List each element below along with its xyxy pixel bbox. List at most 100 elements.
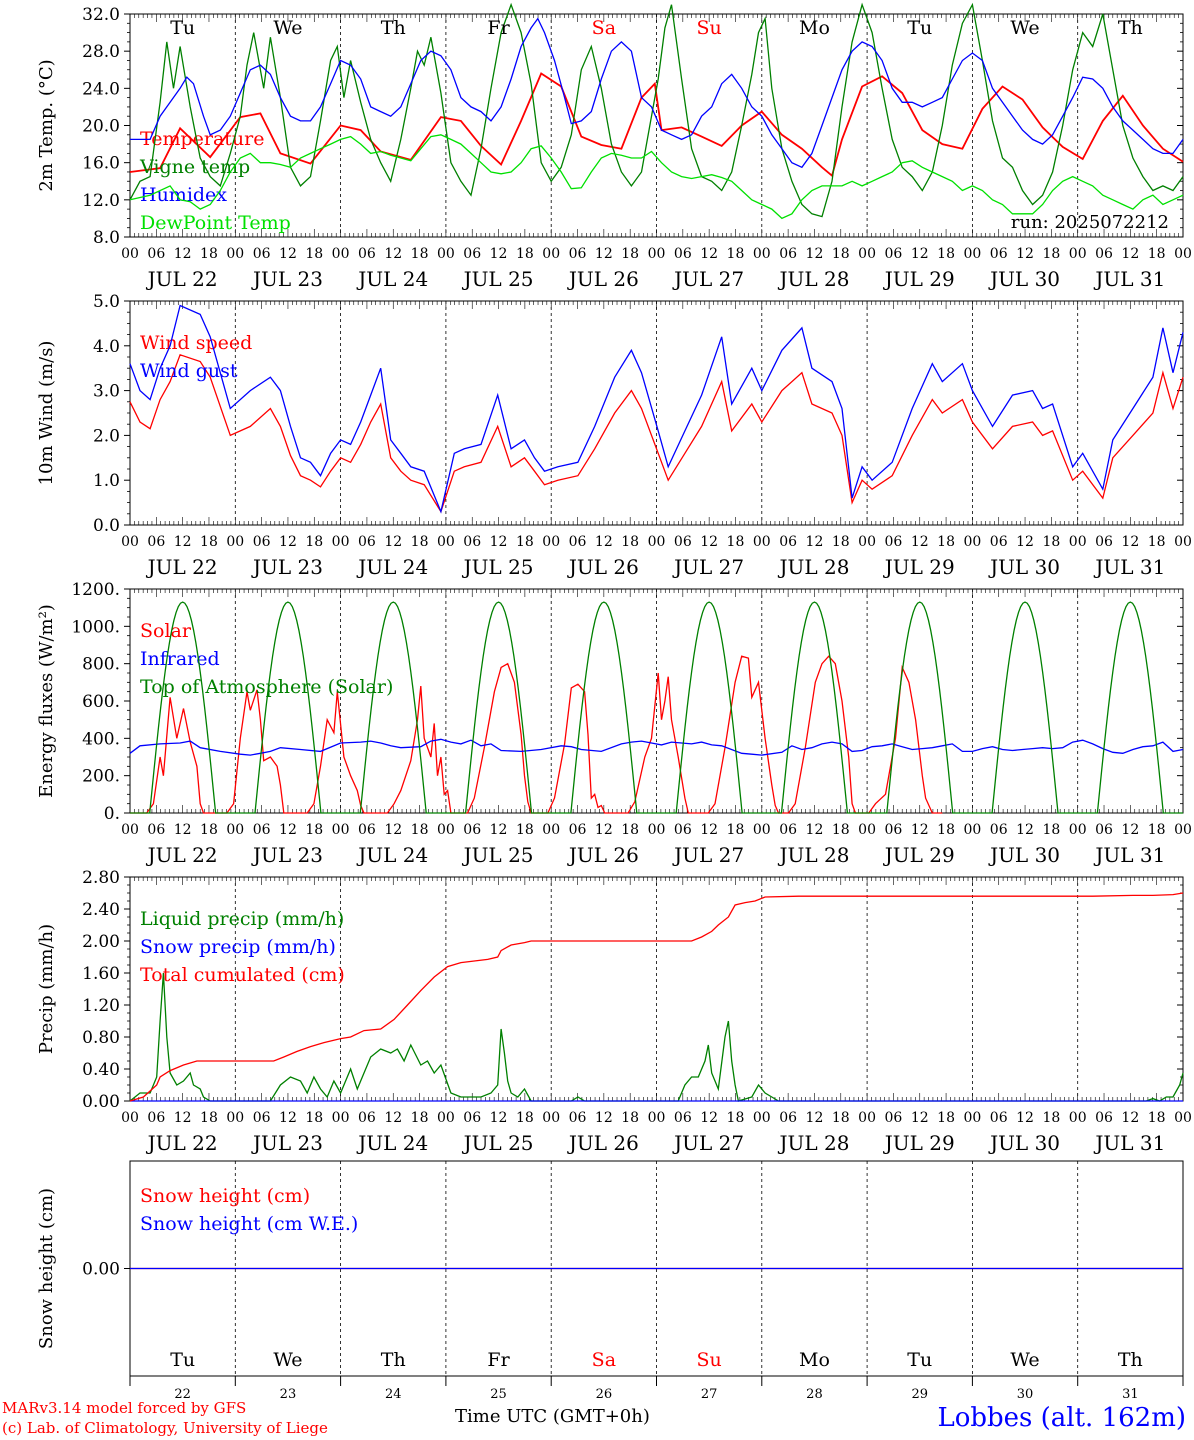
hour-label: 06 [569, 1110, 587, 1126]
day-number-label: 25 [490, 1387, 507, 1402]
hour-label: 12 [911, 822, 929, 838]
date-label: JUL 30 [988, 267, 1060, 291]
hour-label: 18 [411, 822, 429, 838]
date-label: JUL 24 [356, 1131, 428, 1155]
y-axis-label: 2m Temp. (°C) [36, 59, 57, 191]
y-tick-label: 20.0 [82, 117, 120, 137]
hour-label: 12 [490, 534, 508, 550]
hour-label: 06 [358, 534, 376, 550]
date-label: JUL 22 [146, 267, 218, 291]
y-tick-label: 800. [82, 655, 120, 675]
day-number-label: 24 [385, 1387, 402, 1402]
hour-label: 00 [648, 534, 666, 550]
series-line-temperature [129, 72, 1184, 178]
y-tick-label: 8.0 [93, 228, 120, 248]
date-label: JUL 22 [146, 1131, 218, 1155]
y-axis-label: Energy fluxes (W/m²) [36, 604, 57, 798]
hour-label: 12 [174, 1110, 192, 1126]
weekday-label: Tu [907, 17, 932, 39]
hour-label: 00 [963, 1110, 981, 1126]
date-label: JUL 27 [672, 555, 744, 579]
y-tick-label: 1.20 [82, 996, 120, 1016]
day-number-label: 23 [280, 1387, 297, 1402]
hour-label: 06 [885, 1110, 903, 1126]
hour-label: 06 [1095, 246, 1113, 262]
hour-label: 18 [411, 1110, 429, 1126]
hour-label: 12 [700, 822, 718, 838]
date-label: JUL 27 [672, 267, 744, 291]
weekday-label: We [273, 17, 302, 39]
run-label: run: 2025072212 [1011, 212, 1169, 233]
hour-label: 12 [384, 534, 402, 550]
plot-frame [129, 13, 1184, 238]
y-tick-label: 0.00 [82, 1092, 120, 1112]
weekday-label: Mo [799, 1349, 830, 1371]
y-tick-label: 2.0 [93, 426, 120, 446]
hour-label: 06 [990, 534, 1008, 550]
day-number-label: 28 [806, 1387, 823, 1402]
hour-label: 06 [253, 1110, 271, 1126]
date-label: JUL 23 [251, 1131, 323, 1155]
panel-1: 8.0 12.0 16.0 20.0 24.0 28.0 32.0 2m Temp. (°C)… [36, 2, 1192, 291]
date-label: JUL 28 [777, 843, 849, 867]
y-tick-label: 2.00 [82, 932, 120, 952]
hour-label: 06 [990, 1110, 1008, 1126]
hour-label: 06 [253, 534, 271, 550]
hour-label: 00 [1069, 534, 1087, 550]
hour-label: 12 [595, 534, 613, 550]
hour-label: 00 [542, 246, 560, 262]
hour-label: 12 [1016, 534, 1034, 550]
date-label: JUL 29 [883, 1131, 955, 1155]
y-axis-label: 10m Wind (m/s) [36, 341, 57, 486]
y-tick-label: 2.40 [82, 900, 120, 920]
hour-label: 12 [490, 1110, 508, 1126]
hour-label: 06 [569, 246, 587, 262]
date-label: JUL 22 [146, 843, 218, 867]
hour-label: 18 [305, 246, 323, 262]
legend-entry: Snow precip (mm/h) [140, 936, 336, 958]
hour-label: 18 [516, 246, 534, 262]
hour-label: 18 [1042, 1110, 1060, 1126]
hour-label: 18 [937, 822, 955, 838]
date-label: JUL 31 [1093, 1131, 1165, 1155]
hour-label: 00 [332, 534, 350, 550]
legend-entry: Snow height (cm) [140, 1185, 310, 1207]
hour-label: 12 [1121, 534, 1139, 550]
date-label: JUL 23 [251, 267, 323, 291]
y-tick-label: 4.0 [93, 337, 120, 357]
date-label: JUL 30 [988, 1131, 1060, 1155]
hour-label: 00 [121, 246, 139, 262]
hour-label: 00 [753, 1110, 771, 1126]
hour-label: 12 [279, 246, 297, 262]
legend-entry: Solar [140, 620, 192, 642]
weekday-label: Tu [907, 1349, 932, 1371]
hour-label: 00 [753, 822, 771, 838]
hour-label: 18 [1042, 246, 1060, 262]
y-tick-label: 200. [82, 767, 120, 787]
hour-label: 18 [1042, 534, 1060, 550]
hour-label: 06 [358, 1110, 376, 1126]
hour-label: 12 [384, 822, 402, 838]
day-number-label: 22 [174, 1387, 191, 1402]
hour-label: 06 [779, 822, 797, 838]
date-label: JUL 30 [988, 555, 1060, 579]
hour-label: 06 [674, 246, 692, 262]
hour-label: 00 [648, 1110, 666, 1126]
hour-label: 06 [990, 246, 1008, 262]
date-label: JUL 27 [672, 1131, 744, 1155]
legend-entry: Liquid precip (mm/h) [140, 908, 344, 930]
hour-label: 00 [648, 246, 666, 262]
date-label: JUL 25 [462, 267, 534, 291]
y-tick-label: 0.80 [82, 1028, 120, 1048]
weekday-label: Fr [487, 17, 510, 39]
weekday-label: Su [697, 1349, 722, 1371]
hour-label: 12 [700, 534, 718, 550]
hour-label: 18 [727, 246, 745, 262]
hour-label: 18 [1042, 822, 1060, 838]
hour-label: 18 [200, 534, 218, 550]
day-number-label: 29 [911, 1387, 928, 1402]
hour-label: 00 [226, 822, 244, 838]
hour-label: 06 [463, 822, 481, 838]
hour-label: 12 [911, 1110, 929, 1126]
hour-label: 06 [885, 534, 903, 550]
